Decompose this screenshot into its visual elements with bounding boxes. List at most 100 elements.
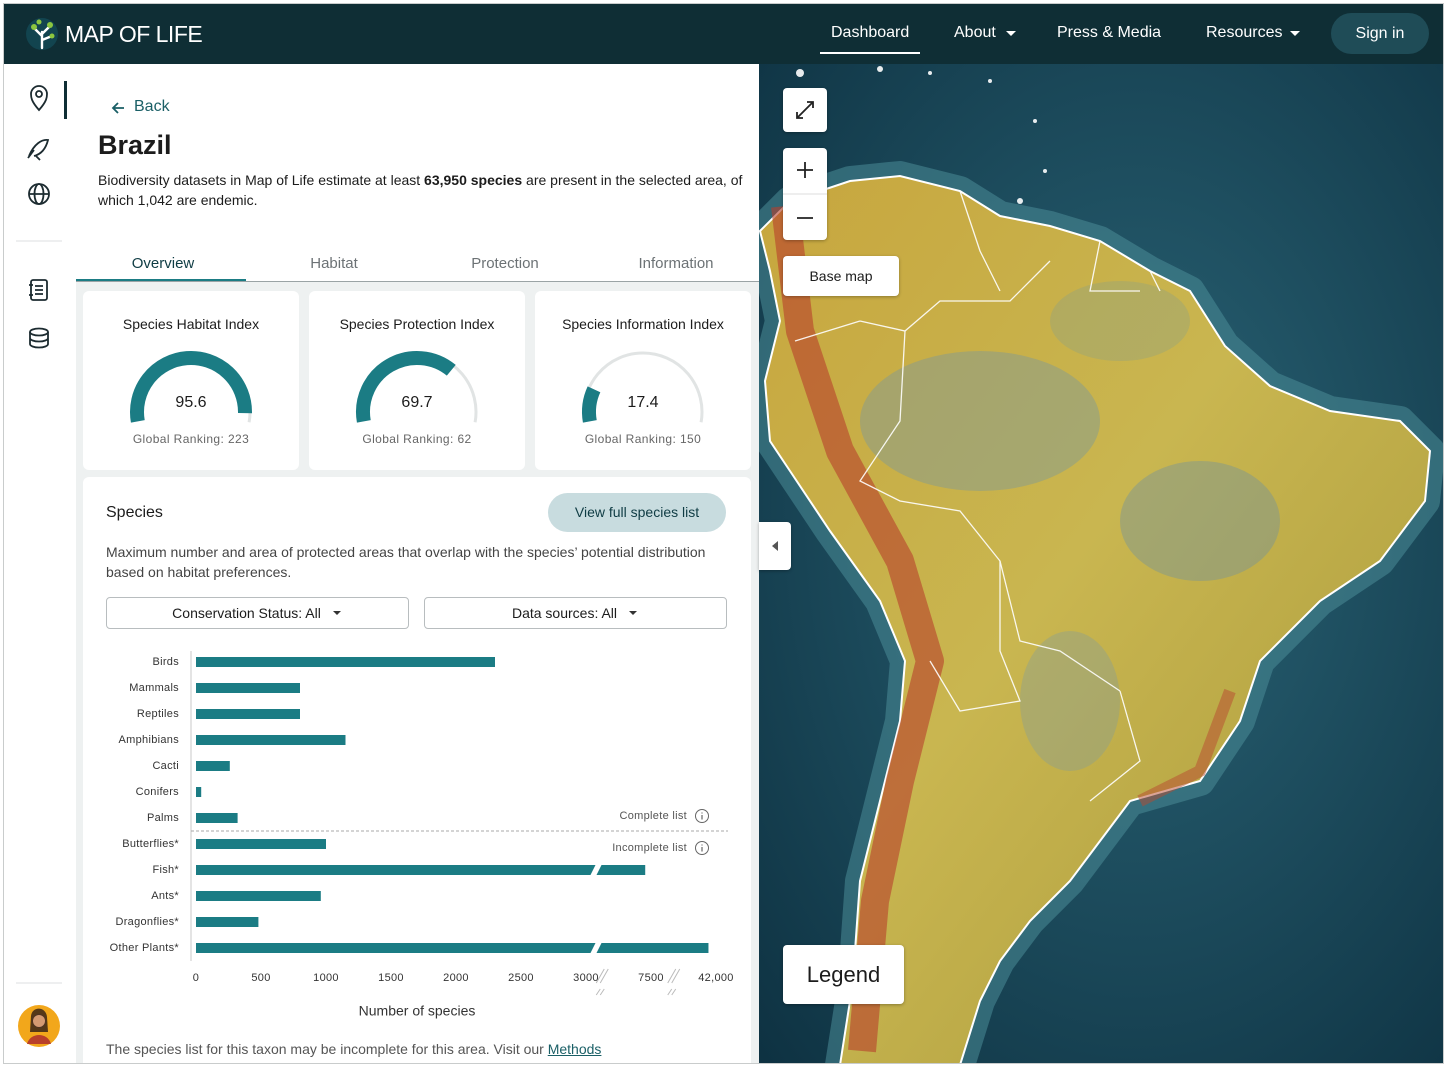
back-arrow (111, 102, 124, 114)
bar (196, 813, 238, 823)
category-label: Ants* (151, 890, 179, 902)
category-label: Butterflies* (122, 838, 179, 850)
info-icon (695, 841, 709, 855)
section-title: Species (106, 504, 163, 521)
footnote: The species list for this taxon may be i… (106, 1041, 746, 1057)
tab[interactable]: Information (638, 255, 714, 272)
category-label: Other Plants* (110, 942, 180, 954)
detail-panel: Back Brazil Biodiversity datasets in Map… (76, 64, 759, 1063)
methods-link[interactable]: Methods (547, 1041, 602, 1057)
description-text: are present in the selected area, of whi… (98, 172, 743, 208)
x-tick-label: 500 (251, 972, 270, 984)
gauge: 95.6 (130, 351, 252, 423)
zoom-icons (783, 162, 827, 219)
dropdown-caret (332, 611, 341, 615)
gauge: 69.7 (356, 351, 478, 423)
bar (196, 709, 300, 719)
back-link[interactable]: Back (134, 98, 170, 115)
category-label: Mammals (129, 682, 179, 694)
nav-link[interactable]: Press & Media (1057, 24, 1162, 41)
bar (196, 865, 646, 875)
sidebar (4, 64, 77, 1063)
x-tick-label: 2500 (508, 972, 534, 984)
page-title: Brazil (98, 130, 172, 160)
index-ranking: Global Ranking: 62 (362, 432, 472, 446)
nav-link[interactable]: Resources (1206, 24, 1283, 41)
dropdown-caret (1290, 31, 1300, 36)
x-tick-label: 1000 (313, 972, 339, 984)
nav-link[interactable]: Dashboard (831, 24, 910, 41)
index-card: Species Habitat Index 95.6 Global Ranking:… (83, 291, 299, 470)
gauge-arc (356, 351, 456, 423)
index-card: Species Information Index 17.4 Global Rank… (535, 291, 751, 470)
category-label: Fish* (152, 864, 179, 876)
index-card: Species Protection Index 69.7 Global Ranki… (309, 291, 525, 470)
annotation: Complete list (620, 810, 687, 822)
active-nav-underline (820, 52, 920, 54)
category-label: Cacti (152, 760, 179, 772)
gauge-value: 69.7 (401, 394, 432, 411)
axis-break (667, 968, 681, 996)
section-description: Maximum number and area of protected are… (106, 544, 706, 580)
filter-dropdown[interactable]: Conservation Status: All (106, 597, 409, 629)
species-bar-chart: 0 500 1000 1500 2000 2500 3000 7500 42,000 Birds M… (110, 651, 733, 1019)
logo-text: MAP OF LIFE (65, 21, 203, 47)
bar (196, 735, 346, 745)
map (759, 64, 1443, 1063)
sidebar-icons (16, 81, 67, 1047)
tab[interactable]: Habitat (310, 255, 358, 272)
fullscreen-icon (796, 101, 814, 119)
gauge-arc (582, 386, 601, 423)
logo-icon (26, 18, 58, 50)
species-card: Species View full species list Maximum n… (83, 477, 751, 1063)
dropdown-caret (629, 611, 638, 615)
bar-break-gap (590, 942, 602, 954)
tab[interactable]: Overview (131, 255, 195, 272)
description-bold: 63,950 species (424, 172, 523, 188)
index-title: Species Habitat Index (122, 316, 260, 332)
legend-button[interactable]: Legend (783, 945, 904, 1004)
bar-break-gap (590, 864, 602, 876)
continent (759, 66, 1443, 1063)
bar (196, 943, 709, 953)
tab[interactable]: Protection (471, 255, 539, 272)
category-label: Dragonflies* (115, 916, 179, 928)
bar (196, 761, 230, 771)
view-species-button[interactable]: View full species list (548, 493, 726, 532)
x-tick-label: 3000 (573, 972, 599, 984)
index-title: Species Information Index (562, 316, 724, 332)
base-map-button[interactable]: Base map (783, 256, 899, 296)
x-axis-title: Number of species (359, 1003, 476, 1019)
x-tick-label: 1500 (378, 972, 404, 984)
bar (196, 839, 326, 849)
x-tick-label: 2000 (443, 972, 469, 984)
index-ranking: Global Ranking: 150 (584, 432, 702, 446)
sign-in-button[interactable]: Sign in (1331, 13, 1429, 54)
annotation: Incomplete list (612, 842, 687, 854)
category-label: Palms (147, 812, 179, 824)
fullscreen-button[interactable] (783, 88, 827, 132)
x-tick-label: 7500 (638, 972, 664, 984)
nav-link[interactable]: About (954, 24, 996, 41)
description-text: Biodiversity datasets in Map of Life est… (98, 172, 425, 188)
bar (196, 683, 300, 693)
active-tab-underline (76, 279, 246, 281)
gauge-value: 95.6 (175, 394, 206, 411)
x-tick-label: 42,000 (698, 972, 733, 984)
collapse-icon (772, 541, 778, 551)
axis-break (595, 968, 609, 996)
top-bar: MAP OF LIFE Dashboard About Press & Medi… (4, 4, 1443, 64)
category-label: Birds (152, 656, 179, 668)
filter-label: Conservation Status: All (172, 605, 321, 621)
gauge: 17.4 (582, 351, 704, 423)
filter-dropdown[interactable]: Data sources: All (424, 597, 727, 629)
info-icon (695, 809, 709, 823)
category-label: Reptiles (137, 708, 179, 720)
filter-label: Data sources: All (511, 605, 618, 621)
category-label: Conifers (136, 786, 180, 798)
app-window: MAP OF LIFE Dashboard About Press & Medi… (3, 3, 1444, 1064)
bar (196, 891, 321, 901)
collapse-panel-button[interactable] (759, 522, 791, 570)
gauge-track (582, 351, 704, 423)
